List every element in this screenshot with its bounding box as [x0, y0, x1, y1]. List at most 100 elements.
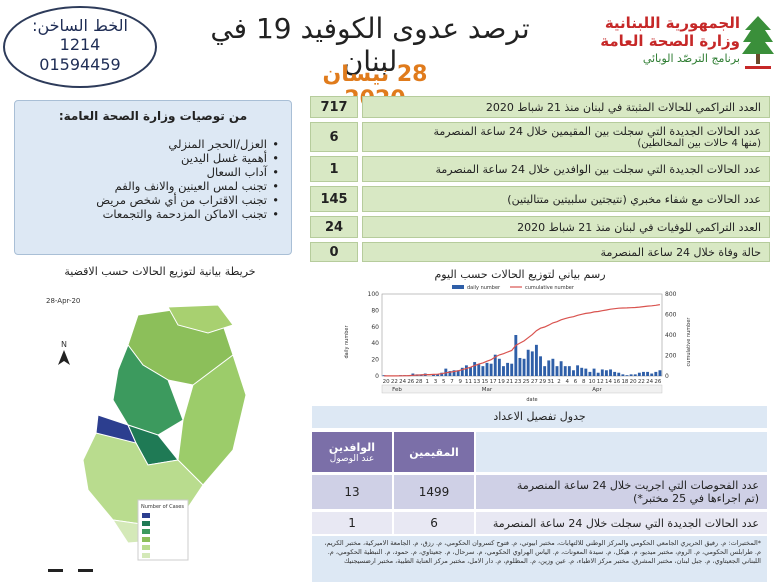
col-arrivals-label: الوافدين: [328, 440, 376, 454]
x-tick-label: 1: [426, 379, 430, 385]
y-axis-left-label: daily number: [344, 325, 350, 359]
daily-bar: [654, 371, 658, 376]
chart-bars: [382, 335, 662, 376]
daily-bar: [534, 344, 538, 376]
daily-bar: [613, 371, 617, 376]
stat-label: حالة وفاة خلال 24 ساعة المنصرمة: [362, 242, 770, 262]
col-residents: المقيمين: [394, 432, 474, 472]
stat-row-cumulative-deaths: العدد التراكمي للوفيات في لبنان منذ 21 ش…: [310, 216, 770, 238]
page-title: ترصد عدوى الكوفيد 19 في لبنان: [210, 12, 530, 78]
daily-bar: [448, 371, 452, 376]
stat-label-sub: (منها 4 حالات بين المخالطين): [637, 138, 761, 149]
stat-label: عدد الحالات الجديدة التي سجلت بين المقيم…: [362, 122, 770, 152]
stat-row-new-residents: عدد الحالات الجديدة التي سجلت بين المقيم…: [310, 122, 770, 152]
stat-value: 0: [310, 242, 358, 262]
x-tick-label: 12: [597, 379, 604, 385]
x-tick-label: 20: [630, 379, 637, 385]
stat-label-text: العدد التراكمي للحالات المثبتة في لبنان …: [485, 100, 761, 114]
ministry-line-3: برنامج الترصّد الوبائي: [642, 52, 740, 65]
map-date: 28-Apr-20: [46, 297, 80, 305]
map-scale-bar: [48, 569, 108, 572]
list-item: العزل/الحجر المنزلي: [27, 137, 279, 151]
x-tick-label: 18: [621, 379, 628, 385]
daily-bar: [600, 369, 604, 376]
x-tick-label: 22: [638, 379, 645, 385]
x-tick-label: 19: [498, 379, 505, 385]
x-tick-label: 10: [589, 379, 596, 385]
daily-bar: [473, 362, 477, 376]
x-tick-label: 7: [450, 379, 454, 385]
stat-row-recovered: عدد الحالات مع شفاء مخبري (نتيجتين سلبيت…: [310, 186, 770, 212]
chart-title: رسم بياني لتوزيع الحالات حسب اليوم: [434, 268, 606, 281]
x-tick-label: 8: [582, 379, 586, 385]
daily-bar: [436, 374, 440, 376]
x-axis-label: date: [526, 397, 537, 402]
row-residents-value: 1499: [394, 475, 474, 509]
daily-bar: [514, 335, 518, 376]
y-tick-left: 0: [375, 373, 379, 380]
row-residents-value: 6: [394, 512, 474, 534]
daily-bar: [456, 370, 460, 376]
daily-bar: [452, 370, 456, 376]
month-label: Feb: [392, 387, 402, 393]
stat-value: 24: [310, 216, 358, 238]
daily-bar: [625, 375, 629, 376]
daily-bar: [382, 375, 386, 376]
header-blank-cell: [476, 432, 767, 472]
daily-bar: [489, 363, 493, 376]
x-tick-label: 16: [613, 379, 620, 385]
daily-bar: [646, 371, 650, 376]
daily-bar: [526, 349, 530, 376]
x-tick-label: 14: [605, 379, 612, 385]
daily-bar: [510, 363, 514, 376]
y-tick-right: 0: [665, 373, 669, 380]
daily-bar: [584, 368, 588, 376]
daily-bar: [555, 366, 559, 376]
cumulative-line: [384, 304, 661, 377]
daily-bar: [464, 365, 468, 376]
y-tick-right: 800: [665, 291, 677, 298]
recommendations-panel: من توصيات وزارة الصحة العامة: العزل/الحج…: [14, 100, 292, 255]
daily-bar: [563, 366, 567, 376]
stat-label: عدد الحالات الجديدة التي سجلت بين الوافد…: [362, 156, 770, 182]
stat-label: العدد التراكمي للوفيات في لبنان منذ 21 ش…: [362, 216, 770, 238]
chart-ticks: 20 22 24 26 28 1 3 5 7 9 11 13 15 17 19 21 23 25 27 29 31 2 4 6…: [381, 379, 663, 394]
daily-bar: [493, 354, 497, 376]
x-tick-label: 2: [557, 379, 561, 385]
hotline-badge: الخط الساخن: 1214 01594459: [3, 6, 157, 88]
stat-label-text: العدد التراكمي للوفيات في لبنان منذ 21 ش…: [517, 220, 761, 234]
detail-table-header: المقيمين الوافدين عند الوصول: [312, 432, 767, 472]
y-axis-right-label: cumulative number: [686, 317, 692, 367]
daily-bar: [629, 374, 633, 376]
x-tick-label: 15: [481, 379, 488, 385]
daily-bar: [469, 366, 472, 376]
daily-bar: [567, 366, 571, 376]
chart-axes: 0 20 40 60 80 100 0 200 400 600 800: [368, 291, 677, 380]
daily-bar: [432, 374, 435, 376]
list-item: آداب السعال: [27, 165, 279, 179]
daily-bar: [633, 374, 637, 376]
daily-bar: [580, 367, 584, 376]
daily-bar: [609, 369, 612, 376]
recommendations-title: من توصيات وزارة الصحة العامة:: [58, 109, 248, 123]
x-tick-label: 6: [574, 379, 578, 385]
stat-row-new-deaths: حالة وفاة خلال 24 ساعة المنصرمة 0: [310, 242, 770, 262]
daily-bar: [642, 371, 645, 376]
stat-value: 717: [310, 96, 358, 118]
daily-bar: [576, 365, 580, 376]
daily-bar: [572, 370, 575, 376]
x-tick-label: 5: [442, 379, 446, 385]
ministry-line-1: الجمهورية اللبنانية: [604, 14, 740, 32]
row-label: عدد الفحوصات التي اجريت خلال 24 ساعة الم…: [476, 475, 767, 509]
stat-value: 1: [310, 156, 358, 182]
ministry-line-2: وزارة الصحة العامة: [600, 32, 740, 50]
lebanon-map: 28-Apr-20 N Number of Cases: [18, 285, 290, 577]
col-arrivals-sub: عند الوصول: [329, 453, 375, 464]
y-tick-right: 600: [665, 312, 677, 319]
daily-bar: [530, 351, 534, 376]
stat-label: عدد الحالات مع شفاء مخبري (نتيجتين سلبيت…: [362, 186, 770, 212]
ministry-logo-text: الجمهورية اللبنانية وزارة الصحة العامة ب…: [565, 14, 740, 65]
daily-bar: [592, 368, 596, 376]
x-tick-label: 29: [539, 379, 546, 385]
